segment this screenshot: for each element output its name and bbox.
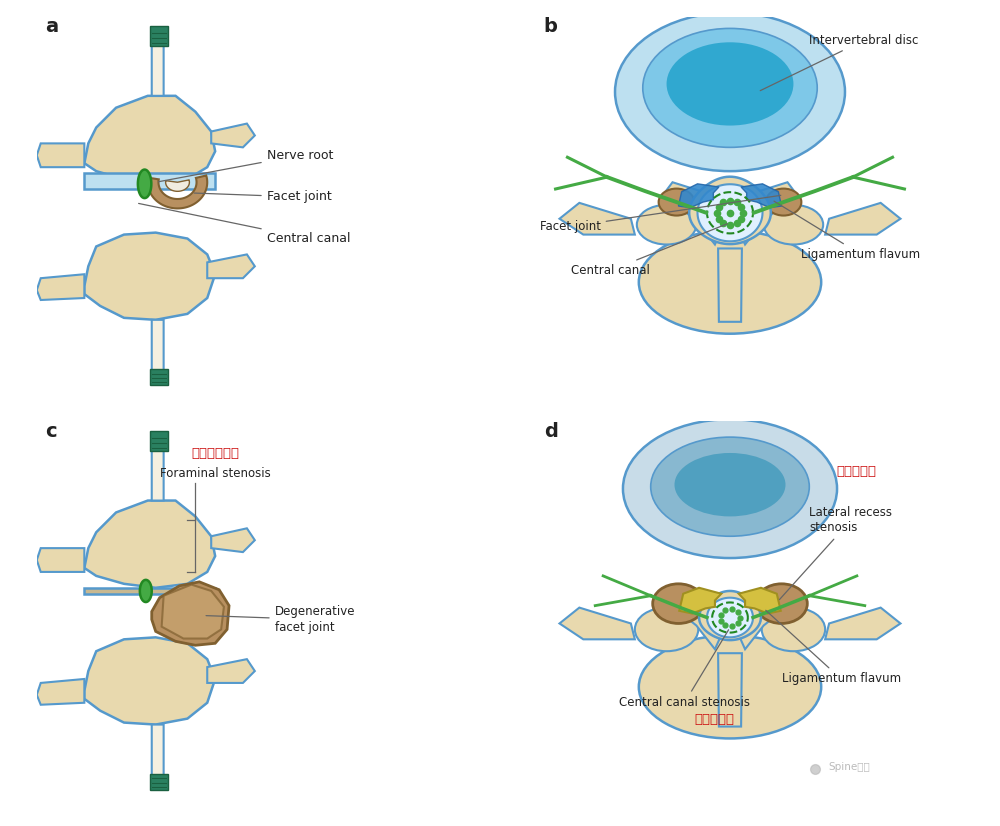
- Text: Degenerative
facet joint: Degenerative facet joint: [206, 605, 355, 634]
- Polygon shape: [84, 588, 215, 594]
- Text: Central canal: Central canal: [139, 203, 350, 245]
- Polygon shape: [37, 274, 84, 300]
- Text: Central canal stenosis: Central canal stenosis: [619, 629, 750, 710]
- Polygon shape: [741, 184, 782, 207]
- Ellipse shape: [639, 230, 821, 334]
- Polygon shape: [699, 591, 761, 640]
- Text: Ligamentum flavum: Ligamentum flavum: [774, 202, 920, 261]
- Text: Nerve root: Nerve root: [158, 149, 333, 182]
- Text: d: d: [544, 422, 558, 441]
- Polygon shape: [211, 529, 255, 552]
- Ellipse shape: [639, 635, 821, 738]
- Polygon shape: [718, 249, 742, 322]
- Polygon shape: [679, 588, 721, 614]
- Polygon shape: [737, 183, 799, 244]
- Polygon shape: [211, 124, 255, 147]
- Polygon shape: [678, 184, 719, 207]
- Ellipse shape: [643, 28, 817, 147]
- Polygon shape: [138, 169, 151, 198]
- Polygon shape: [152, 320, 164, 379]
- Polygon shape: [707, 598, 753, 638]
- Text: a: a: [45, 17, 58, 36]
- Text: 侧隐窝狭窄: 侧隐窝狭窄: [837, 465, 877, 477]
- Text: 椎间孔区狭窄: 椎间孔区狭窄: [191, 447, 239, 460]
- Ellipse shape: [637, 205, 696, 244]
- Polygon shape: [661, 183, 723, 244]
- Polygon shape: [152, 724, 164, 784]
- Polygon shape: [37, 144, 84, 167]
- Polygon shape: [825, 608, 900, 639]
- Ellipse shape: [764, 205, 823, 244]
- Ellipse shape: [653, 584, 704, 624]
- Polygon shape: [689, 177, 771, 244]
- Ellipse shape: [615, 12, 845, 171]
- Text: 中央管狭窄: 中央管狭窄: [694, 713, 734, 725]
- Polygon shape: [162, 585, 224, 638]
- Text: Facet joint: Facet joint: [540, 195, 781, 233]
- Ellipse shape: [635, 608, 698, 651]
- Ellipse shape: [674, 453, 786, 516]
- Polygon shape: [739, 588, 781, 614]
- Polygon shape: [84, 233, 215, 320]
- Polygon shape: [140, 580, 152, 602]
- Text: Lateral recess
stenosis: Lateral recess stenosis: [779, 506, 892, 600]
- Text: Central canal: Central canal: [571, 224, 727, 277]
- Polygon shape: [661, 587, 723, 649]
- Polygon shape: [207, 254, 255, 278]
- Ellipse shape: [667, 42, 793, 126]
- Text: Spine脊柱: Spine脊柱: [828, 762, 870, 772]
- Text: Ligamentum flavum: Ligamentum flavum: [766, 610, 901, 686]
- Polygon shape: [560, 203, 635, 235]
- Polygon shape: [37, 679, 84, 705]
- Polygon shape: [84, 501, 215, 588]
- Polygon shape: [152, 32, 164, 96]
- Polygon shape: [84, 173, 215, 189]
- Ellipse shape: [651, 437, 809, 536]
- Text: Intervertebral disc: Intervertebral disc: [760, 34, 919, 91]
- Polygon shape: [737, 587, 799, 649]
- Polygon shape: [698, 184, 763, 241]
- Polygon shape: [166, 180, 189, 192]
- Ellipse shape: [766, 188, 801, 216]
- Polygon shape: [84, 638, 215, 724]
- Polygon shape: [560, 608, 635, 639]
- Text: b: b: [544, 17, 558, 36]
- Polygon shape: [150, 431, 168, 451]
- Ellipse shape: [659, 188, 694, 216]
- Text: Facet joint: Facet joint: [194, 191, 331, 203]
- Polygon shape: [84, 96, 215, 183]
- Ellipse shape: [623, 420, 837, 558]
- Polygon shape: [150, 369, 168, 385]
- Polygon shape: [152, 582, 229, 645]
- Ellipse shape: [762, 608, 825, 651]
- Text: c: c: [45, 422, 56, 441]
- Polygon shape: [152, 437, 164, 501]
- Polygon shape: [148, 175, 207, 208]
- Text: Foraminal stenosis: Foraminal stenosis: [160, 467, 271, 480]
- Polygon shape: [825, 203, 900, 235]
- Polygon shape: [718, 653, 742, 727]
- Ellipse shape: [756, 584, 807, 624]
- Polygon shape: [150, 774, 168, 790]
- Polygon shape: [150, 26, 168, 46]
- Polygon shape: [37, 548, 84, 572]
- Polygon shape: [207, 659, 255, 683]
